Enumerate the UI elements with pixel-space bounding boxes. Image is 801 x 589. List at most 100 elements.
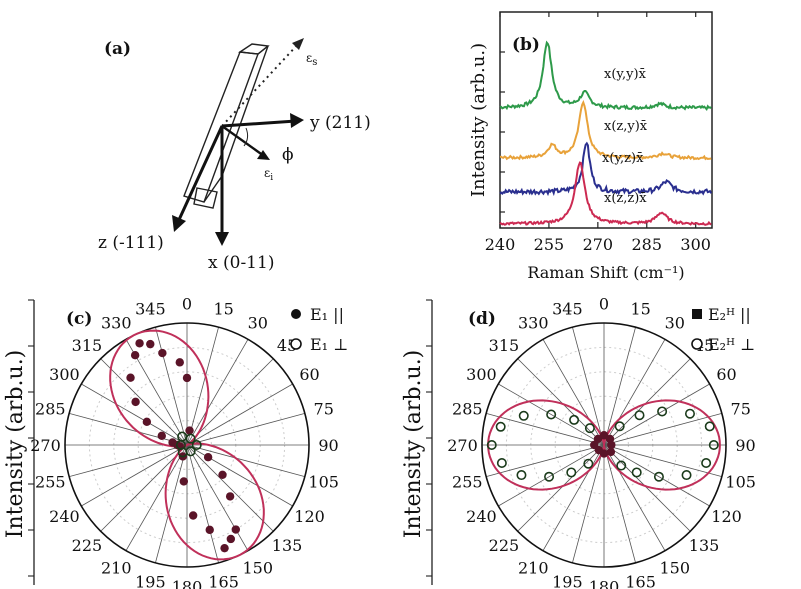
polar-d-intensity-axis-ticks [426, 299, 432, 577]
polar-c-data-points [126, 339, 240, 553]
polar-angle-label: 270 [447, 436, 478, 455]
y-axis-arrow [221, 119, 297, 128]
polar-point-filled [126, 373, 135, 382]
polar-point-filled [131, 397, 140, 407]
polar-point-filled [606, 447, 616, 457]
polar-point-open [681, 470, 692, 481]
spectrum-series-label: x(y,y)x̄ [604, 67, 647, 82]
polar-angle-label: 240 [466, 507, 497, 526]
polar-angle-label: 60 [716, 365, 736, 384]
spectrum-line-blue [499, 141, 713, 197]
polar-point-open [708, 439, 719, 450]
polar-point-filled [205, 525, 214, 535]
polar-angle-label: 240 [49, 507, 80, 526]
legend-c-filled-marker [291, 309, 301, 319]
spectra-x-tick-label: 270 [583, 235, 614, 254]
polar-angle-label: 285 [35, 399, 66, 418]
polar-angle-label: 315 [489, 336, 520, 355]
polar-angle-label: 120 [711, 507, 742, 526]
polar-point-filled [225, 492, 235, 501]
spectra-x-tick-label: 300 [680, 235, 711, 254]
e-i-arrow [221, 125, 265, 157]
polar-c-angle-labels: 0 153045607590105120135150165180195210225… [30, 294, 339, 589]
prism-back-edge [221, 45, 269, 177]
e-s-direction-line [221, 41, 301, 127]
polar-point-filled [599, 431, 609, 440]
panel-d-polar-plot: (d) Intensity (arb.u.) 0 1530456075901051… [401, 294, 756, 589]
y-axis-arrowhead [290, 113, 304, 128]
legend-c-open-label: E₁ ⊥ [310, 335, 348, 354]
spectra-x-tick-label: 255 [534, 235, 565, 254]
polar-angle-label: 0 [182, 294, 192, 313]
polar-point-open [518, 410, 529, 421]
polar-angle-label: 165 [208, 573, 239, 589]
polar-fit-curve [487, 399, 721, 491]
z-axis-label: z (-111) [98, 233, 164, 253]
polar-outer-ring [481, 322, 727, 568]
polar-point-open [569, 414, 580, 425]
polar-angle-label: 75 [731, 399, 751, 418]
polar-angle-label: 270 [30, 436, 61, 455]
polar-d-data-points [486, 406, 719, 482]
polar-point-filled [590, 440, 599, 450]
spectra-y-axis-label: Intensity (arb.u.) [468, 43, 489, 197]
polar-point-open [653, 471, 664, 482]
spectra-x-tick-label: 240 [485, 235, 516, 254]
polar-angle-label: 225 [72, 536, 103, 555]
polar-c-y-axis-label: Intensity (arb.u.) [3, 350, 28, 539]
polar-angle-label: 330 [518, 313, 549, 332]
polar-point-filled [226, 534, 236, 544]
polar-outer-ring [64, 322, 310, 568]
polar-angle-label: 330 [101, 313, 132, 332]
x-axis-label: x (0-11) [208, 253, 274, 273]
phi-label: ϕ [282, 145, 294, 165]
panel-d-label: (d) [468, 309, 496, 329]
polar-angle-label: 30 [248, 313, 268, 332]
spectra-frame [499, 11, 713, 229]
x-axis-arrowhead [215, 232, 229, 246]
polar-point-filled [158, 348, 167, 358]
polar-point-filled [593, 434, 603, 444]
polar-point-open [634, 410, 645, 421]
prism-bottom-edge [203, 175, 223, 203]
polar-c-fit-curve [109, 329, 265, 561]
polar-point-open [566, 467, 577, 478]
spectra-x-axis-label: Raman Shift (cm⁻¹) [527, 263, 684, 282]
panel-b-raman-spectra: (b) Intensity (arb.u.) Raman Shift (cm⁻¹… [468, 11, 713, 282]
polar-point-open [583, 458, 594, 469]
polar-point-filled [175, 358, 184, 367]
polar-d-legend: E₂ᴴ || E₂ᴴ ⊥ [691, 305, 755, 354]
polar-point-open [704, 421, 715, 432]
polar-point-open [177, 431, 188, 442]
polar-angle-label: 60 [299, 365, 319, 384]
polar-angle-label: 150 [659, 559, 690, 578]
legend-d-filled-marker [692, 309, 702, 319]
y-axis-label: y (211) [309, 113, 371, 133]
nanowire-prism [183, 43, 270, 209]
polar-point-open [495, 421, 506, 432]
polar-angle-label: 120 [294, 507, 325, 526]
polar-angle-label: 15 [213, 299, 233, 318]
polar-point-filled [231, 525, 240, 534]
polar-angle-label: 90 [318, 436, 338, 455]
polar-point-open [701, 458, 712, 469]
polar-angle-label: 180 [589, 578, 620, 589]
polar-angle-label: 255 [35, 473, 66, 492]
polar-point-filled [607, 440, 616, 450]
polar-angle-label: 210 [518, 559, 549, 578]
polar-point-filled [157, 431, 166, 441]
spectrum-line-red [499, 161, 712, 226]
polar-point-open [544, 471, 555, 482]
panel-b-label: (b) [512, 35, 540, 55]
polar-point-open [584, 423, 595, 434]
polar-angle-label: 195 [135, 573, 166, 589]
spectra-x-tick-label: 285 [631, 235, 662, 254]
polar-angle-label: 0 [599, 294, 609, 313]
polar-point-open [631, 467, 642, 478]
legend-c-open-marker [290, 338, 302, 350]
polar-angle-label: 180 [172, 578, 203, 589]
polar-angle-label: 135 [272, 536, 303, 555]
e-s-label: εs [306, 51, 317, 68]
polar-point-open [684, 408, 695, 419]
